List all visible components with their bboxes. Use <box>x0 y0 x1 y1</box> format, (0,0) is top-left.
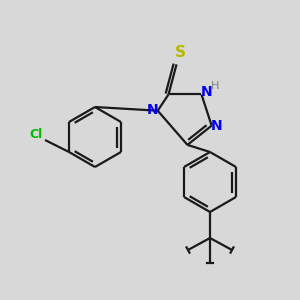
Text: Cl: Cl <box>29 128 43 140</box>
Text: H: H <box>211 81 220 91</box>
Text: S: S <box>175 45 186 60</box>
Text: N: N <box>211 119 222 133</box>
Text: N: N <box>201 85 212 99</box>
Text: N: N <box>147 103 158 117</box>
